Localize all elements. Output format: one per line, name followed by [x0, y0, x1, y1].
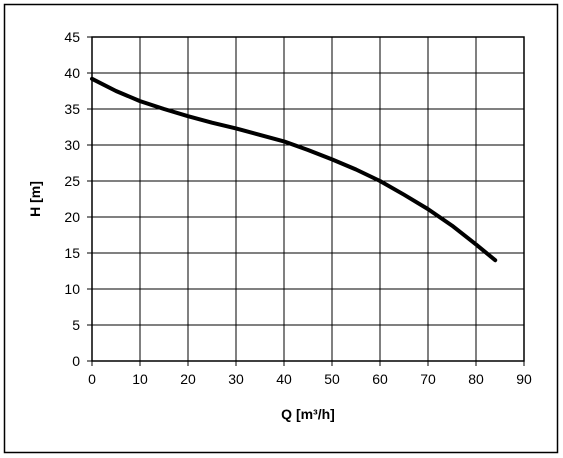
y-tick-label: 0: [72, 353, 80, 369]
y-tick-label: 25: [64, 173, 80, 189]
y-tick-label: 45: [64, 29, 80, 45]
x-tick-label: 70: [420, 371, 436, 387]
x-tick-label: 90: [516, 371, 532, 387]
x-axis-title: Q [m³/h]: [281, 406, 335, 422]
x-tick-label: 40: [276, 371, 292, 387]
x-tick-labels: 0 10 20 30 40 50 60 70 80 90: [88, 361, 532, 387]
series-layer: [90, 76, 498, 263]
y-tick-label: 5: [72, 317, 80, 333]
y-tick-label: 40: [64, 65, 80, 81]
y-tick-label: 35: [64, 101, 80, 117]
y-axis-title: H [m]: [27, 181, 43, 217]
x-tick-label: 50: [324, 371, 340, 387]
x-tick-label: 30: [228, 371, 244, 387]
plot-area: [91, 36, 525, 362]
y-tick-labels: 0 5 10 15 20 25 30 35 40 45: [64, 29, 92, 369]
x-tick-label: 0: [88, 371, 96, 387]
x-tick-label: 60: [372, 371, 388, 387]
x-tick-label: 10: [132, 371, 148, 387]
pump-curve-line: [90, 76, 498, 263]
y-tick-label: 15: [64, 245, 80, 261]
y-tick-label: 30: [64, 137, 80, 153]
x-tick-label: 80: [468, 371, 484, 387]
x-tick-label: 20: [180, 371, 196, 387]
y-tick-label: 10: [64, 281, 80, 297]
y-tick-label: 20: [64, 209, 80, 225]
